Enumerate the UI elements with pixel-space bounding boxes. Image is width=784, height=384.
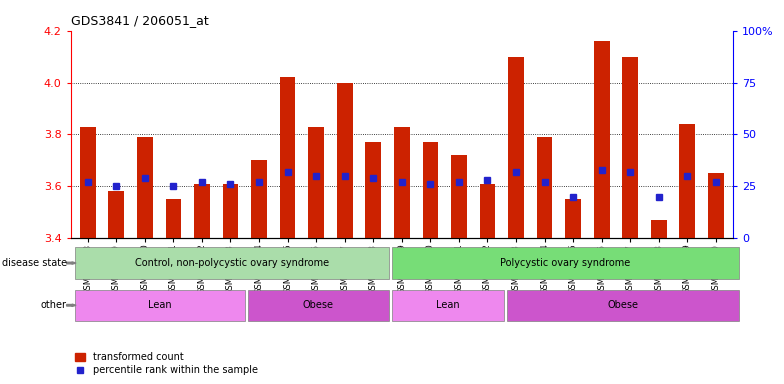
- Text: Polycystic ovary syndrome: Polycystic ovary syndrome: [500, 258, 630, 268]
- Bar: [80, 127, 96, 238]
- Bar: [308, 127, 324, 238]
- Text: Obese: Obese: [608, 300, 638, 310]
- Bar: [508, 57, 524, 238]
- Bar: [337, 83, 353, 238]
- Bar: [622, 57, 638, 238]
- Bar: [392, 248, 739, 279]
- Bar: [108, 191, 124, 238]
- Bar: [394, 127, 410, 238]
- Bar: [248, 290, 389, 321]
- Bar: [708, 173, 724, 238]
- Bar: [480, 184, 495, 238]
- Text: Control, non-polycystic ovary syndrome: Control, non-polycystic ovary syndrome: [135, 258, 329, 268]
- Bar: [194, 184, 210, 238]
- Bar: [680, 124, 695, 238]
- Bar: [75, 290, 245, 321]
- Bar: [165, 199, 181, 238]
- Text: Obese: Obese: [303, 300, 334, 310]
- Text: GDS3841 / 206051_at: GDS3841 / 206051_at: [71, 14, 209, 27]
- Text: other: other: [41, 300, 67, 310]
- Bar: [451, 155, 466, 238]
- Text: disease state: disease state: [2, 258, 67, 268]
- Bar: [507, 290, 739, 321]
- Bar: [280, 78, 296, 238]
- Bar: [223, 184, 238, 238]
- Legend: transformed count, percentile rank within the sample: transformed count, percentile rank withi…: [75, 353, 258, 375]
- Bar: [537, 137, 553, 238]
- Text: Lean: Lean: [436, 300, 459, 310]
- Bar: [392, 290, 504, 321]
- Bar: [365, 142, 381, 238]
- Bar: [251, 160, 267, 238]
- Text: Lean: Lean: [148, 300, 172, 310]
- Bar: [565, 199, 581, 238]
- Bar: [651, 220, 666, 238]
- Bar: [137, 137, 153, 238]
- Bar: [423, 142, 438, 238]
- Bar: [75, 248, 389, 279]
- Bar: [593, 41, 609, 238]
